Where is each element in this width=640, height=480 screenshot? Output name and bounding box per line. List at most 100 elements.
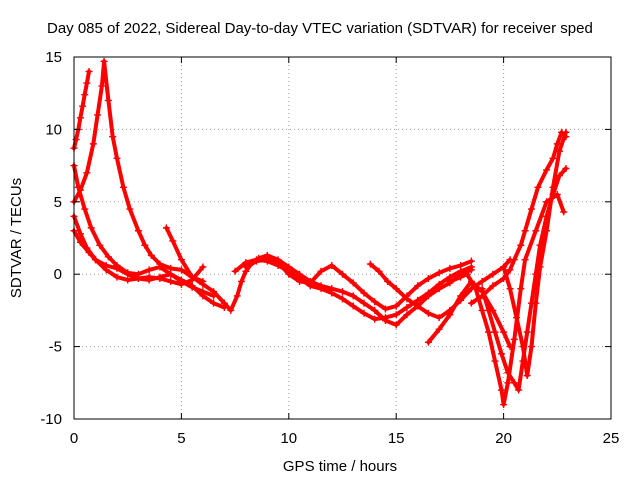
data-point [534, 183, 542, 191]
data-point [543, 166, 551, 174]
data-point [317, 285, 325, 293]
data-point [156, 260, 164, 268]
data-point [85, 248, 93, 256]
y-tick-label: 0 [54, 266, 62, 283]
x-tick-label: 10 [280, 430, 297, 447]
data-point [403, 295, 411, 303]
data-point [81, 205, 89, 213]
data-point [403, 304, 411, 312]
axis-ticks: 0 5 10 15 20 25 -10 -5 0 5 10 15 [40, 49, 619, 447]
x-tick-label: 15 [388, 430, 405, 447]
data-point [210, 288, 218, 296]
data-point [167, 264, 175, 272]
data-point [435, 269, 443, 277]
data-point [188, 273, 196, 281]
data-point [199, 292, 207, 300]
data-point [126, 205, 134, 213]
data-point [94, 111, 102, 119]
data-point [113, 264, 121, 272]
data-point [102, 262, 110, 270]
data-point [512, 314, 520, 322]
plot-frame [73, 56, 612, 420]
y-tick-label: -10 [40, 411, 62, 428]
data-point [141, 241, 149, 249]
data-point [83, 79, 91, 87]
series-line [501, 130, 568, 378]
y-tick-label: 5 [54, 194, 62, 211]
x-tick-label: 20 [495, 430, 512, 447]
data-point [446, 311, 454, 319]
data-point [523, 328, 531, 336]
data-point [124, 270, 132, 278]
data-point [83, 169, 91, 177]
data-point [233, 292, 241, 300]
data-point [500, 401, 508, 409]
data-point [296, 277, 304, 285]
data-point [424, 309, 432, 317]
data-point [109, 133, 117, 141]
data-point [371, 298, 379, 306]
data-point [504, 369, 512, 377]
data-point [113, 154, 121, 162]
data-point [491, 328, 499, 336]
data-point [517, 241, 525, 249]
data-point [392, 311, 400, 319]
data-point [478, 277, 486, 285]
data-point [489, 282, 497, 290]
data-point [134, 275, 142, 283]
data-point [424, 275, 432, 283]
data-point [91, 256, 99, 264]
data-point [467, 257, 475, 265]
data-point [220, 299, 228, 307]
data-point [76, 186, 84, 194]
data-points [70, 57, 570, 409]
data-point [253, 257, 261, 265]
data-point [167, 277, 175, 285]
data-point [274, 259, 282, 267]
data-point [424, 338, 432, 346]
data-point [89, 140, 97, 148]
data-point [306, 279, 314, 287]
data-point [375, 267, 383, 275]
data-point [562, 164, 570, 172]
data-point [562, 128, 570, 136]
data-point [536, 263, 544, 271]
data-point [79, 102, 87, 110]
y-tick-label: -5 [49, 339, 62, 356]
data-point [227, 306, 235, 314]
data-point [360, 309, 368, 317]
data-point [392, 302, 400, 310]
data-point [555, 172, 563, 180]
data-point [414, 282, 422, 290]
data-point [435, 280, 443, 288]
data-point [177, 256, 185, 264]
data-point [446, 277, 454, 285]
data-point [457, 273, 465, 281]
data-point [384, 277, 392, 285]
data-point [489, 270, 497, 278]
data-point [328, 289, 336, 297]
data-point [510, 256, 518, 264]
data-point [231, 267, 239, 275]
data-point [145, 266, 153, 274]
data-point [76, 238, 84, 246]
data-point [360, 299, 368, 307]
data-point [328, 262, 336, 270]
data-point [515, 386, 523, 394]
data-point [478, 285, 486, 293]
data-point [485, 328, 493, 336]
data-point [392, 285, 400, 293]
data-point [504, 379, 512, 387]
data-point [113, 273, 121, 281]
data-point [510, 379, 518, 387]
data-point [119, 183, 127, 191]
series-trace-9 [366, 256, 514, 322]
x-tick-label: 0 [70, 430, 78, 447]
data-point [491, 357, 499, 365]
data-point [497, 350, 505, 358]
data-point [517, 285, 525, 293]
data-point [147, 251, 155, 259]
series-trace-14 [500, 128, 570, 380]
data-point [371, 315, 379, 323]
